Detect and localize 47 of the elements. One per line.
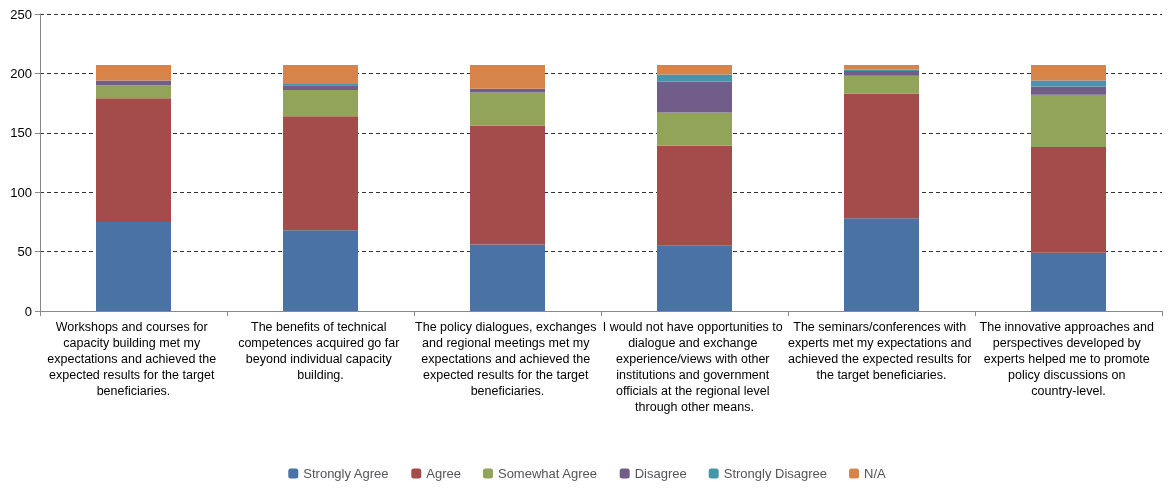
bar	[1031, 65, 1106, 81]
bar	[1031, 147, 1106, 253]
bar	[657, 74, 732, 82]
bar	[844, 75, 919, 94]
y-tick-label: 50	[17, 244, 32, 260]
bar	[657, 112, 732, 146]
bar	[470, 65, 545, 89]
bar	[283, 116, 358, 231]
bar	[1031, 252, 1106, 311]
legend-label: N/A	[864, 466, 887, 481]
bar	[283, 85, 358, 91]
bar	[96, 85, 171, 99]
legend-label: Strongly Disagree	[723, 466, 828, 481]
x-tick-label: Workshops and courses for capacity building met my expectations and achieved the expected results for the target beneficiaries.	[47, 320, 220, 398]
bar	[844, 218, 919, 311]
bar	[844, 65, 919, 70]
x-tick-label: I would not have opportunities to dialogue and exchange experience/views with other institutions and government officials at the regional level through other means.	[602, 320, 787, 414]
bar	[96, 65, 171, 81]
y-tick-label: 150	[10, 125, 32, 141]
bar	[657, 65, 732, 75]
bar	[283, 230, 358, 311]
x-tick-label: The seminars/conferences with experts met my expectations and achieved the expected results for the target beneficiaries.	[788, 320, 975, 382]
bar	[844, 93, 919, 219]
x-tick-label: The policy dialogues, exchanges and regional meetings met my expectations and achieved the expected results for the target beneficiaries.	[415, 320, 600, 398]
y-tick-label: 0	[24, 303, 32, 319]
bar	[1031, 86, 1106, 95]
legend-label: Somewhat Agree	[497, 466, 597, 481]
bar	[96, 98, 171, 222]
bar	[470, 125, 545, 245]
legend-label: Disagree	[634, 466, 687, 481]
y-tick-label: 100	[10, 184, 32, 200]
bar	[657, 145, 732, 246]
bar	[1031, 94, 1106, 148]
bar	[844, 71, 919, 76]
bar	[657, 81, 732, 113]
bar	[283, 90, 358, 117]
bar	[470, 244, 545, 311]
y-tick-label: 250	[10, 6, 32, 22]
y-tick-label: 200	[10, 65, 32, 81]
bar	[470, 92, 545, 126]
x-tick-label: The innovative approaches and perspectives developed by experts helped me to promote policy discussions on country-level.	[979, 320, 1158, 398]
bar	[283, 65, 358, 85]
bar	[657, 245, 732, 311]
legend-label: Strongly Agree	[303, 466, 389, 481]
legend-label: Agree	[426, 466, 461, 481]
bar	[96, 221, 171, 311]
x-tick-label: The benefits of technical competences acquired go far beyond individual capacity building.	[238, 320, 403, 382]
